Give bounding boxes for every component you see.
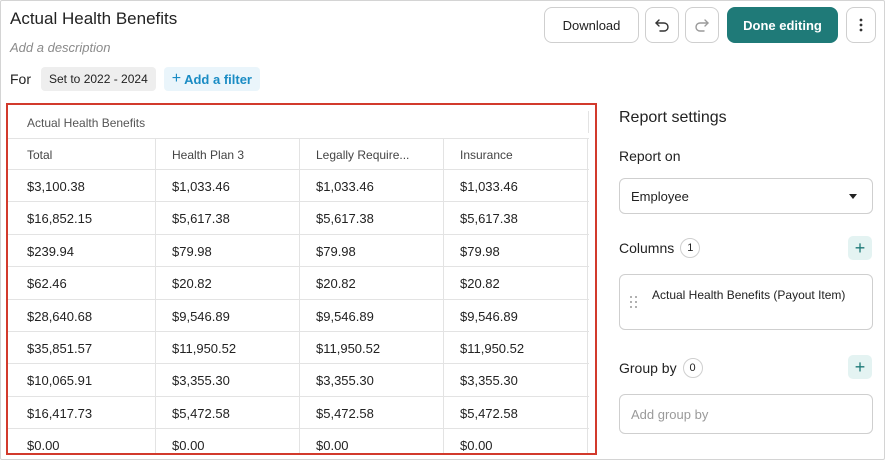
columns-label: Columns: [619, 240, 675, 256]
period-filter-chip[interactable]: Set to 2022 - 2024: [41, 67, 156, 91]
report-on-value: Employee: [631, 189, 689, 204]
table-body: $3,100.38 $1,033.46 $1,033.46 $1,033.46 $16,…: [8, 170, 589, 454]
report-on-label: Report on: [619, 148, 681, 164]
column-header-health-plan-3[interactable]: Health Plan 3: [172, 148, 245, 162]
columns-section-label: Columns 1: [619, 238, 701, 258]
cell-insurance: $3,355.30: [460, 373, 518, 389]
cell-total: $35,851.57: [27, 340, 93, 356]
column-divider: [155, 139, 156, 453]
cell-legally-required: $11,950.52: [316, 340, 381, 356]
add-filter-label: Add a filter: [184, 71, 252, 87]
report-table: Actual Health Benefits Total Health Plan…: [6, 103, 597, 455]
group-by-input[interactable]: Add group by: [619, 394, 873, 434]
more-options-button[interactable]: [846, 7, 876, 43]
column-divider: [587, 139, 588, 453]
add-column-button[interactable]: +: [848, 236, 872, 260]
add-group-by-button[interactable]: +: [848, 355, 872, 379]
cell-total: $62.46: [27, 276, 67, 292]
cell-health-plan-3: $1,033.46: [172, 179, 230, 194]
download-button[interactable]: Download: [544, 7, 639, 43]
column-divider: [443, 139, 444, 453]
cell-insurance: $9,546.89: [460, 308, 518, 324]
more-vertical-icon: [859, 18, 863, 32]
cell-health-plan-3: $79.98: [172, 243, 212, 259]
table-header-row: Total Health Plan 3 Legally Require... I…: [8, 139, 589, 170]
cell-total: $16,852.15: [27, 211, 93, 227]
cell-legally-required: $0.00: [316, 438, 349, 454]
column-header-insurance[interactable]: Insurance: [460, 148, 513, 162]
cell-health-plan-3: $11,950.52: [172, 340, 237, 356]
cell-insurance: $5,472.58: [460, 405, 518, 421]
table-row[interactable]: $3,100.38 $1,033.46 $1,033.46 $1,033.46: [8, 170, 589, 203]
for-label: For: [10, 71, 31, 87]
column-divider: [299, 139, 300, 453]
group-by-section-label: Group by 0: [619, 358, 703, 378]
group-by-count-badge: 0: [682, 358, 703, 378]
cell-legally-required: $9,546.89: [316, 308, 374, 324]
cell-legally-required: $5,472.58: [316, 405, 374, 421]
settings-title: Report settings: [619, 109, 727, 126]
cell-insurance: $79.98: [460, 243, 500, 259]
cell-insurance: $11,950.52: [460, 340, 525, 356]
cell-insurance: $1,033.46: [460, 179, 518, 194]
cell-total: $10,065.91: [27, 373, 93, 389]
cell-health-plan-3: $0.00: [172, 438, 205, 454]
redo-icon: [695, 19, 709, 32]
cell-insurance: $20.82: [460, 276, 500, 292]
add-filter-button[interactable]: + Add a filter: [163, 67, 260, 91]
cell-legally-required: $79.98: [316, 243, 356, 259]
table-row[interactable]: $239.94 $79.98 $79.98 $79.98: [8, 235, 589, 268]
cell-health-plan-3: $20.82: [172, 276, 212, 292]
cell-health-plan-3: $3,355.30: [172, 373, 230, 389]
column-item-label: Actual Health Benefits (Payout Item): [652, 288, 846, 302]
description-field[interactable]: Add a description: [10, 40, 111, 55]
cell-legally-required: $5,617.38: [316, 211, 374, 227]
plus-icon: +: [854, 357, 866, 377]
plus-icon: +: [854, 238, 866, 258]
cell-legally-required: $20.82: [316, 276, 356, 292]
table-row[interactable]: $35,851.57 $11,950.52 $11,950.52 $11,950.52: [8, 332, 589, 365]
table-row[interactable]: $10,065.91 $3,355.30 $3,355.30 $3,355.30: [8, 364, 589, 397]
column-item[interactable]: Actual Health Benefits (Payout Item): [619, 274, 873, 330]
filter-row: For Set to 2022 - 2024 + Add a filter: [10, 67, 260, 91]
cell-total: $0.00: [27, 438, 60, 454]
drag-handle-icon[interactable]: [630, 296, 638, 309]
table-row[interactable]: $16,417.73 $5,472.58 $5,472.58 $5,472.58: [8, 397, 589, 430]
cell-legally-required: $1,033.46: [316, 179, 374, 194]
cell-total: $3,100.38: [27, 179, 85, 194]
undo-button[interactable]: [645, 7, 679, 43]
cell-insurance: $0.00: [460, 438, 493, 454]
done-editing-button[interactable]: Done editing: [727, 7, 838, 43]
cell-total: $239.94: [27, 243, 74, 259]
column-header-legally-required[interactable]: Legally Require...: [316, 148, 410, 162]
table-row[interactable]: $28,640.68 $9,546.89 $9,546.89 $9,546.89: [8, 300, 589, 332]
column-header-total[interactable]: Total: [27, 148, 53, 162]
table-group-header: Actual Health Benefits: [8, 105, 589, 139]
report-title[interactable]: Actual Health Benefits: [10, 9, 178, 28]
table-row[interactable]: $62.46 $20.82 $20.82 $20.82: [8, 267, 589, 300]
redo-button[interactable]: [685, 7, 719, 43]
table-row[interactable]: $0.00 $0.00 $0.00 $0.00: [8, 429, 589, 454]
caret-down-icon: [849, 194, 857, 199]
report-on-select[interactable]: Employee: [619, 178, 873, 214]
toolbar: Download Done editing: [544, 7, 876, 43]
cell-insurance: $5,617.38: [460, 211, 518, 227]
cell-legally-required: $3,355.30: [316, 373, 374, 389]
cell-health-plan-3: $5,472.58: [172, 405, 230, 421]
group-by-label: Group by: [619, 360, 677, 376]
undo-icon: [655, 19, 669, 32]
columns-count-badge: 1: [680, 238, 701, 258]
table-row[interactable]: $16,852.15 $5,617.38 $5,617.38 $5,617.38: [8, 202, 589, 235]
cell-total: $28,640.68: [27, 308, 93, 324]
cell-health-plan-3: $5,617.38: [172, 211, 230, 227]
cell-total: $16,417.73: [27, 405, 93, 421]
cell-health-plan-3: $9,546.89: [172, 308, 230, 324]
plus-icon: +: [171, 70, 182, 87]
